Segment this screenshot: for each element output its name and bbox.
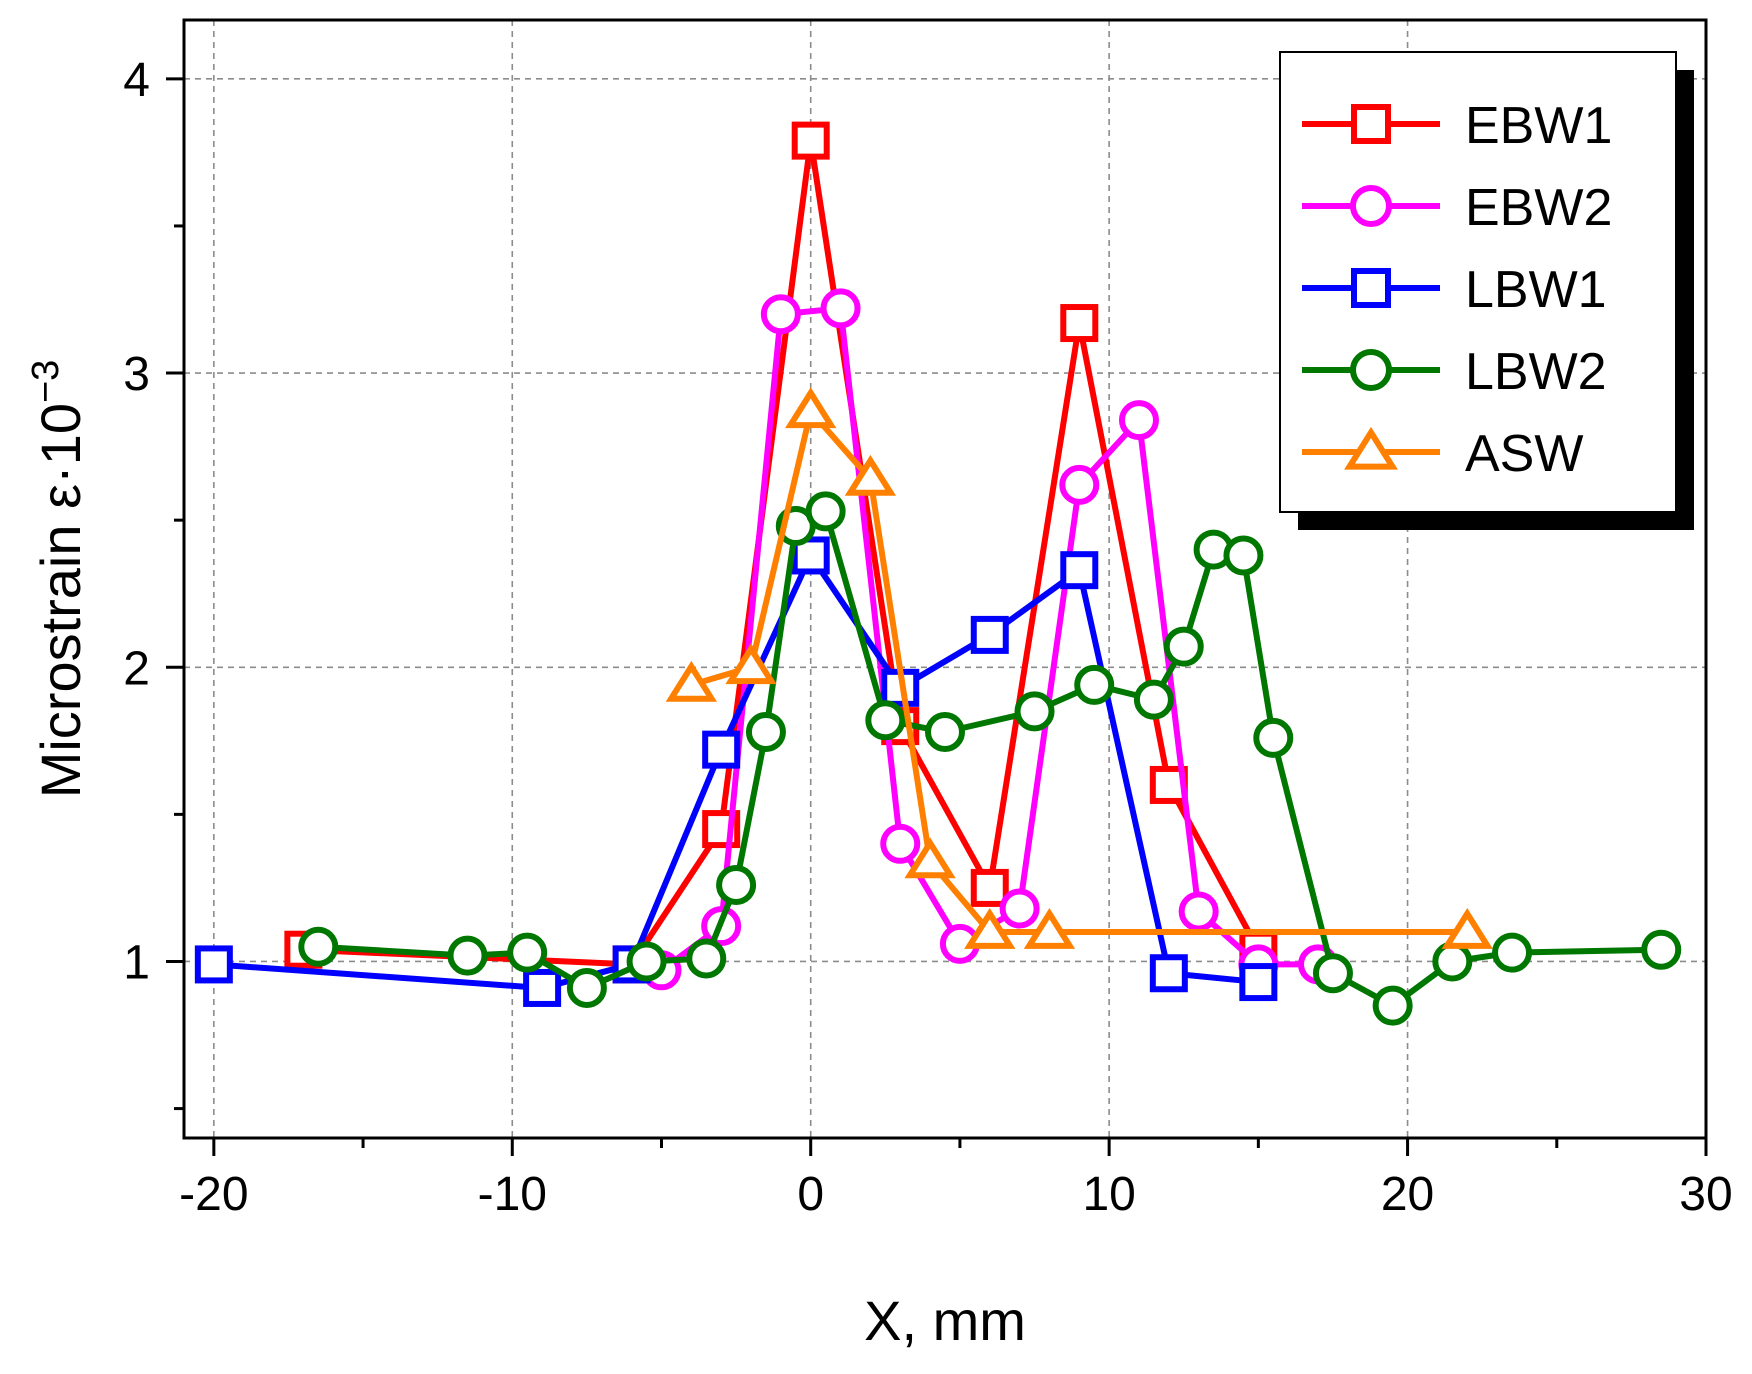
- data-point-lbw1: [523, 968, 562, 1007]
- y-axis-title-exponent: −3: [25, 360, 67, 403]
- data-point-asw: [964, 908, 1016, 949]
- data-point-asw: [904, 837, 956, 879]
- data-point-asw: [665, 660, 718, 702]
- y-axis-title-main: Microstrain ε·10: [29, 403, 92, 798]
- x-tick-label: -20: [179, 1168, 248, 1221]
- data-point-lbw2: [298, 926, 339, 967]
- data-point-lbw2: [1492, 932, 1533, 973]
- data-point-ebw2: [820, 288, 861, 329]
- data-point-asw: [844, 454, 897, 496]
- data-point-lbw2: [447, 935, 488, 976]
- legend-marker-asw: [1344, 426, 1398, 470]
- data-point-lbw2: [1133, 679, 1174, 720]
- legend: EBW1 EBW2 LBW1 LBW2 ASW: [1279, 51, 1694, 530]
- legend-marker-lbw2: [1350, 349, 1392, 391]
- series-asw: [665, 387, 1493, 949]
- series-lbw2: [298, 491, 1682, 1026]
- data-point-lbw2: [626, 941, 667, 982]
- x-tick-label: -10: [478, 1168, 547, 1221]
- data-point-ebw2: [1059, 464, 1100, 505]
- data-point-lbw1: [970, 615, 1009, 654]
- data-point-lbw2: [1641, 929, 1682, 970]
- data-point-lbw2: [1253, 717, 1294, 758]
- data-point-asw: [1441, 908, 1493, 949]
- data-point-lbw2: [686, 938, 727, 979]
- data-point-lbw2: [507, 932, 548, 973]
- legend-label-lbw2: LBW2: [1465, 343, 1607, 401]
- x-tick-label: 0: [797, 1168, 824, 1221]
- y-tick-label: 2: [123, 642, 150, 695]
- y-tick-label: 4: [123, 54, 150, 107]
- data-point-lbw2: [1074, 664, 1115, 705]
- data-point-lbw2: [1312, 953, 1353, 994]
- data-point-ebw1: [1060, 304, 1099, 343]
- y-tick-label: 3: [123, 348, 150, 401]
- series-lines: [194, 121, 1682, 1026]
- legend-item-lbw2: LBW2: [1302, 343, 1607, 401]
- legend-box: [1279, 51, 1677, 513]
- legend-item-ebw1: EBW1: [1302, 97, 1612, 155]
- data-point-asw: [725, 643, 777, 685]
- data-point-lbw1: [194, 945, 233, 984]
- data-point-lbw2: [925, 711, 965, 752]
- data-point-lbw1: [1060, 551, 1099, 590]
- legend-label-ebw2: EBW2: [1465, 179, 1612, 237]
- legend-label-asw: ASW: [1465, 425, 1583, 483]
- data-point-asw: [1023, 908, 1076, 949]
- data-point-ebw2: [880, 823, 921, 864]
- legend-item-asw: ASW: [1302, 425, 1583, 483]
- data-point-lbw2: [805, 491, 846, 532]
- legend-marker-lbw1: [1351, 268, 1391, 308]
- data-point-ebw2: [1118, 400, 1159, 441]
- data-point-lbw1: [1239, 963, 1278, 1002]
- x-axis-title: X, mm: [864, 1289, 1026, 1352]
- data-point-lbw2: [716, 864, 757, 905]
- x-tick-label: 20: [1381, 1168, 1434, 1221]
- data-point-lbw2: [1163, 626, 1204, 667]
- plot-frame: [182, 18, 1708, 1140]
- data-point-lbw2: [1014, 691, 1055, 732]
- legend-item-lbw1: LBW1: [1302, 261, 1607, 319]
- y-axis-title: Microstrain ε·10−3: [25, 360, 92, 799]
- x-tick-label: 30: [1679, 1168, 1732, 1221]
- series-ebw1: [284, 121, 1278, 984]
- data-point-ebw2: [999, 888, 1040, 929]
- data-point-ebw1: [970, 868, 1009, 907]
- data-point-lbw1: [702, 730, 741, 769]
- data-point-lbw2: [745, 711, 786, 752]
- legend-label-ebw1: EBW1: [1465, 97, 1612, 155]
- y-tick-label: 1: [123, 936, 150, 989]
- data-point-lbw2: [566, 967, 607, 1008]
- data-point-lbw2: [865, 700, 906, 741]
- axis-ticks: [166, 77, 1708, 1156]
- data-point-ebw2: [760, 294, 801, 335]
- legend-marker-ebw2: [1350, 185, 1392, 227]
- legend-label-lbw1: LBW1: [1465, 261, 1607, 319]
- data-point-ebw2: [1178, 891, 1219, 932]
- data-point-lbw2: [1372, 985, 1413, 1026]
- x-tick-label: 10: [1082, 1168, 1135, 1221]
- data-point-lbw2: [1223, 535, 1264, 576]
- series-line-ebw1: [303, 137, 1261, 968]
- legend-marker-ebw1: [1351, 104, 1391, 144]
- data-point-asw: [785, 387, 837, 429]
- data-point-lbw1: [791, 536, 830, 575]
- data-point-ebw1: [791, 121, 830, 160]
- legend-item-ebw2: EBW2: [1302, 179, 1612, 237]
- data-point-lbw1: [1149, 954, 1188, 993]
- data-point-lbw2: [1432, 941, 1473, 982]
- tick-labels: -20 -10 0 10 20 30 1 2 3 4: [123, 54, 1732, 1221]
